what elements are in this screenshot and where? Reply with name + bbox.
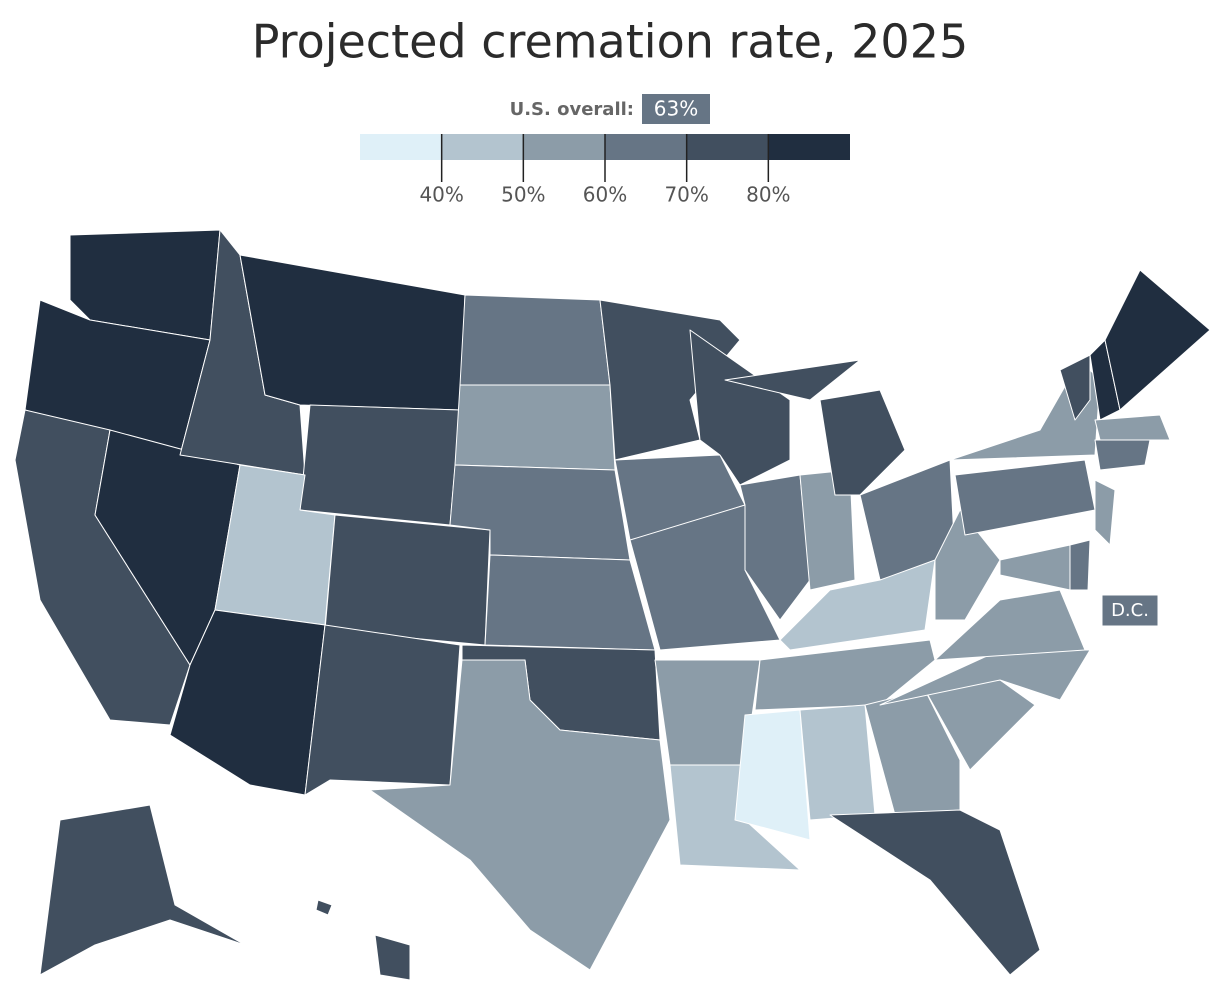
state [1094,479,1116,546]
state [1104,269,1211,411]
state [829,809,1041,976]
state [304,624,461,796]
legend-swatch [768,134,850,160]
dc-badge [1101,594,1159,627]
legend-swatch [441,134,524,160]
state [934,589,1086,661]
legend: 40% 50% 60% 70% 80% [360,134,850,207]
state [879,649,1091,706]
state [315,899,333,916]
state [459,294,611,386]
state [734,709,811,841]
state [374,934,411,981]
state [1094,439,1151,471]
state [754,639,936,711]
state [1059,354,1091,421]
state [454,384,616,471]
state [934,509,1001,621]
legend-swatch [605,134,687,160]
states [14,229,1211,981]
overall-badge [642,94,710,124]
state [1094,414,1171,441]
legend-tick-label: 40% [419,183,463,207]
state [324,514,491,646]
state [39,804,246,976]
state [1069,539,1091,591]
legend-swatch [686,134,769,160]
state [239,254,466,411]
overall-value: 63% [654,97,698,121]
state [819,389,906,496]
title: Projected cremation rate, 2025 [252,15,968,69]
legend-tick-label: 70% [664,183,708,207]
state [799,704,876,821]
legend-swatch [523,134,605,160]
legend-tick-label: 80% [746,183,790,207]
state [629,504,781,651]
state [369,659,671,971]
overall-label: U.S. overall: [510,99,634,120]
legend-tick-label: 60% [583,183,627,207]
state [954,459,1096,536]
state [999,544,1071,591]
state [484,554,656,651]
legend-swatch [360,134,442,160]
dc-label: D.C. [1111,600,1149,621]
legend-tick-label: 50% [501,183,545,207]
state [724,359,861,401]
state [299,404,461,526]
